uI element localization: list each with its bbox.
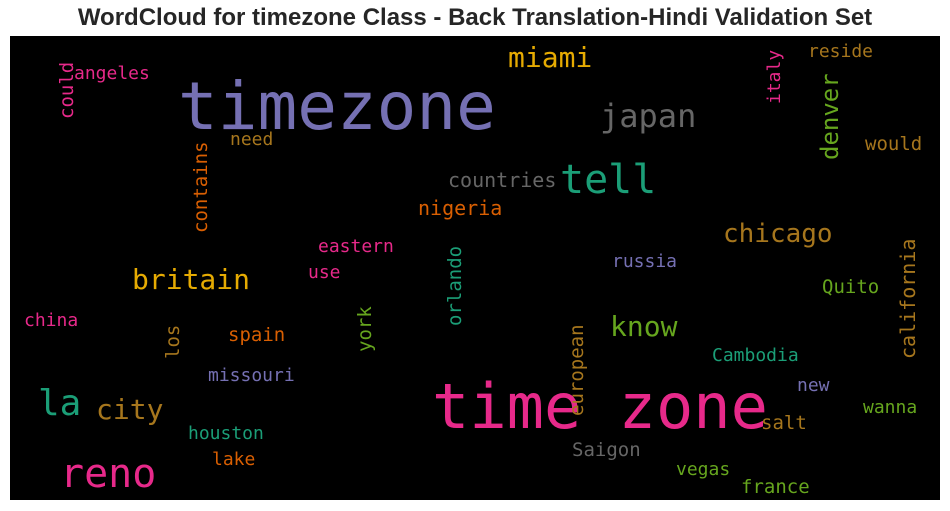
word-france: france (741, 476, 810, 498)
word-countries: countries (448, 168, 557, 192)
word-reno: reno (60, 451, 157, 497)
word-reside: reside (808, 41, 874, 62)
word-los: los (162, 324, 184, 359)
word-new: new (797, 375, 830, 396)
word-vegas: vegas (676, 459, 731, 480)
word-tell: tell (560, 157, 657, 203)
word-nigeria: nigeria (418, 196, 503, 220)
wordcloud-canvas: timezone time zone tell reno la city bri… (10, 36, 940, 500)
word-california: california (896, 238, 920, 359)
word-need: need (230, 129, 274, 150)
word-timezone: timezone (178, 68, 496, 145)
word-china: china (24, 310, 79, 331)
word-salt: salt (761, 412, 807, 434)
word-european: european (566, 324, 588, 416)
word-spain: spain (228, 324, 286, 346)
word-contains: contains (190, 141, 212, 233)
word-lake: lake (212, 449, 256, 470)
word-know: know (610, 310, 678, 343)
word-quito: Quito (822, 276, 880, 298)
word-houston: houston (188, 423, 264, 444)
word-use: use (308, 262, 341, 283)
word-would: would (865, 133, 923, 155)
word-la: la (38, 383, 82, 424)
word-orlando: orlando (444, 245, 466, 326)
word-angeles: angeles (74, 63, 150, 84)
word-cambodia: Cambodia (712, 345, 799, 366)
word-eastern: eastern (318, 236, 394, 257)
word-york: york (354, 306, 376, 352)
word-russia: russia (612, 251, 678, 272)
word-saigon: Saigon (572, 439, 641, 461)
word-britain: britain (132, 263, 251, 296)
word-miami: miami (508, 41, 593, 74)
word-italy: italy (764, 49, 785, 104)
word-japan: japan (600, 97, 697, 135)
word-chicago: chicago (723, 219, 833, 249)
word-city: city (96, 393, 164, 426)
chart-title: WordCloud for timezone Class - Back Tran… (77, 4, 873, 31)
word-wanna: wanna (863, 397, 918, 418)
word-time-zone: time zone (432, 370, 768, 443)
word-denver: denver (816, 73, 844, 160)
word-missouri: missouri (208, 365, 295, 386)
